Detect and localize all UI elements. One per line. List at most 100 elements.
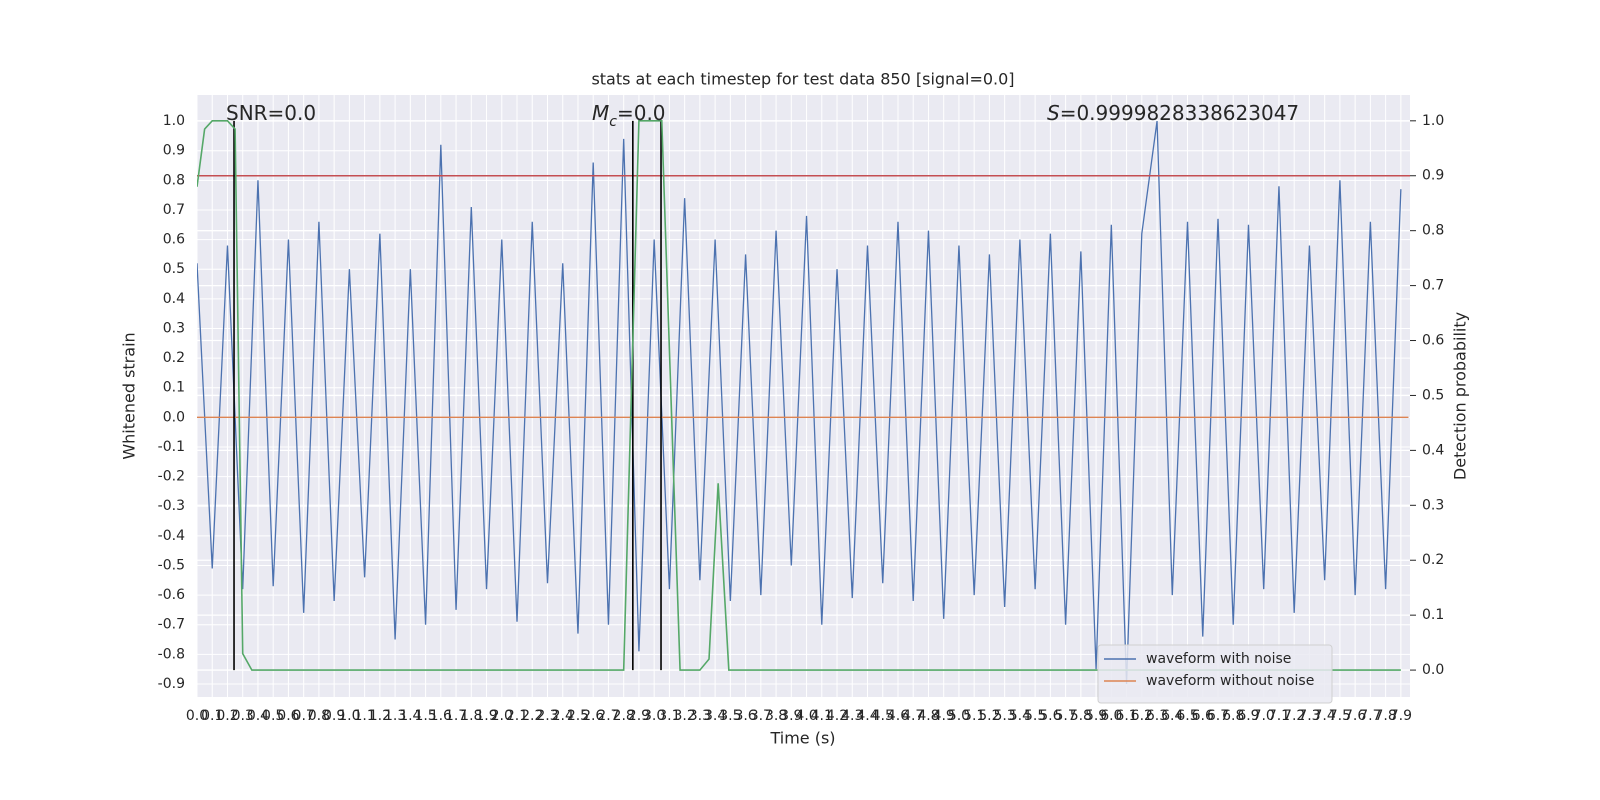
x-tick-label: 3.3 xyxy=(689,708,711,724)
x-tick-label: 2.3 xyxy=(536,708,558,724)
x-tick-label: 5.5 xyxy=(1024,708,1046,724)
annotation: Mc=0.0 xyxy=(592,101,666,131)
y-tick-label: -0.3 xyxy=(158,498,185,514)
x-tick-label: 4.5 xyxy=(872,708,894,724)
x-tick-label: 0.9 xyxy=(323,708,345,724)
x-tick-label: 1.6 xyxy=(430,708,452,724)
x-tick-label: 7.2 xyxy=(1283,708,1305,724)
x-tick-label: 2.8 xyxy=(613,708,635,724)
y-tick-label: 0.1 xyxy=(163,380,185,396)
x-tick-label: 1.3 xyxy=(384,708,406,724)
x-tick-label: 0.5 xyxy=(262,708,284,724)
annotation: SNR=0.0 xyxy=(226,101,316,125)
x-tick-label: 4.6 xyxy=(887,708,909,724)
x-tick-label: 0.8 xyxy=(308,708,330,724)
x-tick-label: 0.6 xyxy=(277,708,299,724)
x-axis-label: Time (s) xyxy=(769,729,835,748)
y-tick-label: -0.1 xyxy=(158,439,185,455)
annotation-part: S xyxy=(1047,101,1060,125)
legend-label: waveform without noise xyxy=(1146,673,1314,689)
y-tick-label: -0.7 xyxy=(158,617,185,633)
y-tick-label: -0.2 xyxy=(158,469,185,485)
series-line xyxy=(197,120,1402,684)
x-tick-label: 1.1 xyxy=(353,708,375,724)
y-tick-label: 0.7 xyxy=(163,202,185,218)
x-tick-label: 1.0 xyxy=(338,708,360,724)
x-tick-label: 2.9 xyxy=(628,708,650,724)
x-tick-label: 6.3 xyxy=(1146,708,1168,724)
y-tick-label: 0.4 xyxy=(163,291,185,307)
x-tick-label: 2.0 xyxy=(491,708,513,724)
y-tick-label: -0.6 xyxy=(158,587,185,603)
x-tick-label: 7.4 xyxy=(1314,708,1336,724)
x-tick-label: 7.8 xyxy=(1374,708,1396,724)
y-tick-label: -0.8 xyxy=(158,646,185,662)
x-tick-label: 4.0 xyxy=(795,708,817,724)
x-tick-label: 2.6 xyxy=(582,708,604,724)
x-tick-label: 4.1 xyxy=(811,708,833,724)
x-tick-label: 6.7 xyxy=(1207,708,1229,724)
x-tick-label: 3.7 xyxy=(750,708,772,724)
x-tick-label: 4.7 xyxy=(902,708,924,724)
x-tick-label: 3.1 xyxy=(658,708,680,724)
y-tick-label: 0.6 xyxy=(163,232,185,248)
y-tick-label: 0.0 xyxy=(163,409,185,425)
y-tick-label: -0.4 xyxy=(158,528,185,544)
y-tick-label: 1.0 xyxy=(163,113,185,129)
y2-tick-label: 0.6 xyxy=(1422,333,1444,349)
annotation-part: =0.0 xyxy=(617,101,666,125)
x-tick-label: 0.3 xyxy=(232,708,254,724)
x-tick-label: 7.9 xyxy=(1390,708,1412,724)
x-tick-label: 2.1 xyxy=(506,708,528,724)
x-tick-label: 4.8 xyxy=(917,708,939,724)
x-tick-label: 5.9 xyxy=(1085,708,1107,724)
x-tick-label: 7.5 xyxy=(1329,708,1351,724)
x-tick-label: 3.0 xyxy=(643,708,665,724)
x-tick-label: 1.4 xyxy=(399,708,421,724)
x-tick-label: 3.4 xyxy=(704,708,726,724)
x-tick-label: 5.8 xyxy=(1070,708,1092,724)
y2-tick-label: 0.4 xyxy=(1422,442,1444,458)
y2-tick-label: 0.2 xyxy=(1422,552,1444,568)
labels: 0.00.10.20.30.40.50.60.70.80.91.01.11.21… xyxy=(158,101,1445,725)
x-tick-label: 4.3 xyxy=(841,708,863,724)
x-tick-label: 6.8 xyxy=(1222,708,1244,724)
x-tick-label: 1.2 xyxy=(369,708,391,724)
x-tick-label: 0.0 xyxy=(186,708,208,724)
annotation-part: c xyxy=(609,114,617,130)
x-tick-label: 5.4 xyxy=(1009,708,1031,724)
y-tick-label: 0.8 xyxy=(163,172,185,188)
y-tick-label: 0.3 xyxy=(163,320,185,336)
y2-tick-label: 0.3 xyxy=(1422,497,1444,513)
y-axis-label: Whitened strain xyxy=(120,332,139,459)
x-tick-label: 0.2 xyxy=(216,708,238,724)
x-tick-label: 5.1 xyxy=(963,708,985,724)
x-tick-label: 3.8 xyxy=(765,708,787,724)
x-tick-label: 7.0 xyxy=(1253,708,1275,724)
x-tick-label: 6.4 xyxy=(1161,708,1183,724)
x-tick-label: 1.5 xyxy=(414,708,436,724)
x-tick-label: 1.8 xyxy=(460,708,482,724)
x-tick-label: 4.4 xyxy=(856,708,878,724)
x-tick-label: 7.7 xyxy=(1359,708,1381,724)
x-tick-label: 2.2 xyxy=(521,708,543,724)
x-tick-label: 5.6 xyxy=(1039,708,1061,724)
x-tick-label: 6.5 xyxy=(1176,708,1198,724)
x-tick-label: 3.9 xyxy=(780,708,802,724)
series-line xyxy=(197,120,1401,671)
annotation-part: M xyxy=(592,101,609,125)
x-tick-label: 5.7 xyxy=(1054,708,1076,724)
x-tick-label: 6.2 xyxy=(1131,708,1153,724)
x-tick-label: 4.9 xyxy=(933,708,955,724)
chart-title: stats at each timestep for test data 850… xyxy=(591,70,1014,89)
x-tick-label: 6.0 xyxy=(1100,708,1122,724)
annotation-part: SNR=0.0 xyxy=(226,101,316,125)
annotation: S=0.9999828338623047 xyxy=(1047,101,1299,125)
x-tick-label: 0.4 xyxy=(247,708,269,724)
x-tick-label: 6.9 xyxy=(1237,708,1259,724)
x-tick-label: 5.3 xyxy=(994,708,1016,724)
x-tick-label: 3.5 xyxy=(719,708,741,724)
x-tick-label: 0.7 xyxy=(293,708,315,724)
x-tick-label: 3.6 xyxy=(734,708,756,724)
